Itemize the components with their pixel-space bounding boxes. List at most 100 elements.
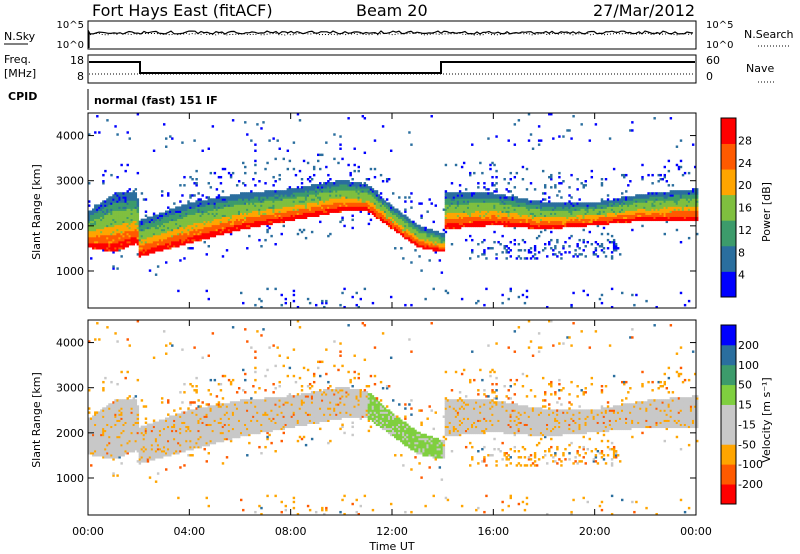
power-cell	[507, 206, 510, 209]
power-cell	[154, 273, 158, 276]
power-cell	[300, 196, 304, 199]
power-cell	[242, 198, 245, 201]
power-cell	[590, 220, 594, 224]
power-cell	[325, 198, 328, 201]
power-cell	[110, 214, 113, 217]
power-cell	[268, 214, 271, 217]
power-cell	[252, 196, 255, 199]
power-cell	[450, 210, 454, 213]
power-cell	[274, 202, 277, 205]
power-cell	[525, 204, 529, 207]
power-cell	[614, 249, 618, 252]
power-cell	[240, 212, 243, 215]
power-cell	[499, 214, 502, 217]
power-cell	[633, 208, 636, 211]
power-cell	[339, 206, 342, 209]
power-cell	[406, 216, 409, 220]
power-cell	[225, 224, 229, 228]
power-cell	[341, 208, 344, 211]
power-cell	[489, 163, 492, 167]
power-cell	[568, 214, 571, 217]
power-cell	[588, 208, 592, 211]
power-cell	[469, 234, 472, 238]
power-cell	[100, 243, 103, 246]
power-cell	[128, 196, 131, 199]
power-cell	[365, 196, 369, 199]
power-cell	[211, 125, 215, 128]
power-cell	[349, 173, 352, 177]
power-cell	[550, 220, 553, 224]
power-cell	[412, 224, 415, 228]
power-cell	[357, 190, 360, 193]
power-cell	[422, 245, 425, 248]
power-cell	[132, 218, 136, 222]
power-cell	[600, 218, 604, 222]
power-cell	[621, 218, 624, 222]
power-cell	[122, 210, 125, 213]
power-cell	[167, 230, 170, 234]
power-cell	[629, 210, 632, 213]
power-cell	[193, 230, 196, 234]
power-cell	[487, 214, 490, 217]
power-cell	[574, 212, 577, 215]
power-cell	[108, 206, 111, 209]
power-cell	[363, 198, 367, 201]
power-cell	[191, 212, 194, 215]
power-cell	[481, 212, 484, 215]
power-cell	[363, 182, 367, 185]
power-cell	[187, 210, 190, 213]
power-cell	[205, 218, 208, 222]
power-cell	[487, 188, 490, 191]
power-cell	[335, 182, 338, 185]
power-cell	[487, 200, 490, 203]
power-cell	[308, 214, 312, 217]
power-cell	[229, 175, 233, 179]
power-cell	[181, 206, 184, 209]
power-cell	[189, 234, 192, 238]
power-cell	[314, 196, 318, 199]
power-cell	[621, 291, 624, 295]
power-cell	[337, 210, 340, 213]
power-cell	[495, 194, 498, 197]
power-cell	[497, 240, 500, 244]
power-cell	[574, 206, 577, 209]
power-cell	[185, 226, 188, 230]
power-cell	[88, 228, 91, 232]
power-cell	[317, 194, 320, 197]
power-cell	[319, 204, 322, 207]
power-cell	[408, 234, 411, 238]
power-cell	[278, 196, 281, 199]
power-cell	[122, 238, 125, 242]
power-cell	[503, 198, 506, 201]
power-cell	[183, 226, 186, 230]
power-cell	[197, 210, 200, 213]
power-cell	[335, 206, 338, 209]
power-cell	[90, 234, 93, 238]
power-cell	[223, 228, 227, 232]
power-cell	[169, 218, 172, 222]
power-cell	[337, 204, 340, 207]
power-cell	[229, 218, 233, 222]
power-cell	[363, 186, 367, 189]
power-cell	[497, 204, 500, 207]
power-cell	[300, 192, 304, 195]
power-cell	[606, 218, 610, 222]
power-cell	[483, 214, 486, 217]
power-cell	[341, 291, 344, 295]
power-cell	[158, 247, 162, 250]
power-cell	[215, 220, 219, 224]
power-cell	[521, 293, 525, 297]
power-cell	[487, 192, 490, 195]
power-cell	[578, 210, 581, 213]
power-cell	[375, 200, 379, 203]
power-cell	[108, 230, 111, 234]
power-cell	[509, 204, 512, 207]
power-cell	[495, 182, 498, 185]
power-cell	[566, 214, 569, 217]
power-cell	[535, 220, 539, 224]
power-cell	[199, 220, 202, 224]
power-cell	[199, 234, 202, 238]
power-cell	[596, 218, 600, 222]
power-cell	[608, 200, 612, 203]
power-cell	[363, 151, 367, 155]
